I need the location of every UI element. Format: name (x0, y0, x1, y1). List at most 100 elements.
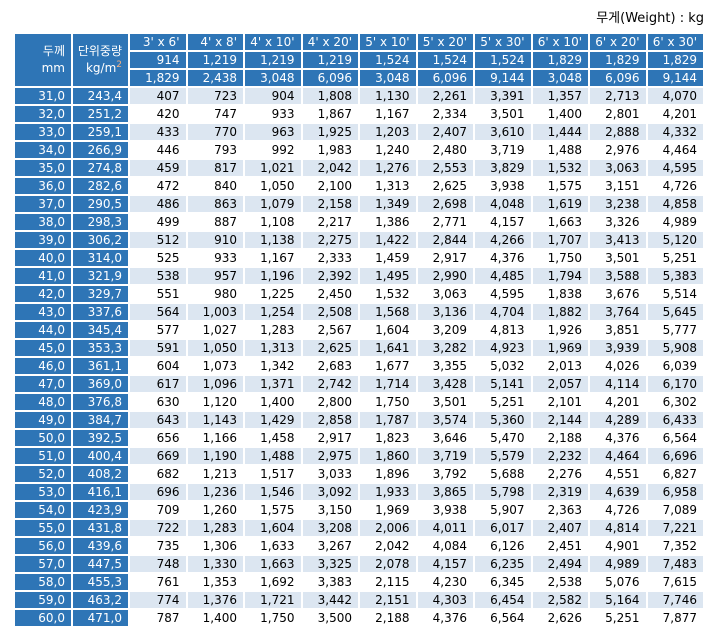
table-row: 35,0 274,8 459 817 1,021 2,042 1,276 2,553 3,829… (13, 158, 705, 178)
weight-value-cell: 1,488 (243, 446, 303, 466)
weight-value-cell: 617 (128, 374, 188, 394)
weight-value-cell: 2,407 (530, 518, 590, 538)
table-row: 33,0 259,1 433 770 963 1,925 1,203 2,407 3,610 1,… (13, 122, 705, 142)
weight-value-cell: 7,352 (645, 536, 705, 556)
weight-value-cell: 1,575 (243, 500, 303, 520)
unit-weight-cell: 345,4 (71, 320, 130, 340)
weight-value-cell: 1,203 (358, 122, 418, 142)
weight-value-cell: 1,619 (530, 194, 590, 214)
table-row: 41,0 321,9 538 957 1,196 2,392 1,495 2,990 4,485… (13, 266, 705, 286)
thickness-label: 두께 (42, 44, 65, 58)
weight-value-cell: 3,719 (415, 446, 475, 466)
weight-value-cell: 512 (128, 230, 188, 250)
weight-value-cell: 4,595 (473, 284, 533, 304)
weight-value-cell: 3,676 (588, 284, 648, 304)
weight-value-cell: 2,975 (300, 446, 360, 466)
thickness-cell: 33,0 (13, 122, 73, 142)
weight-value-cell: 5,141 (473, 374, 533, 394)
weight-value-cell: 2,042 (358, 536, 418, 556)
weight-value-cell: 1,882 (530, 302, 590, 322)
size-column-header: 5' x 30' (473, 32, 533, 52)
size-column-header: 4' x 10' (243, 32, 303, 52)
unit-weight-cell: 369,0 (71, 374, 130, 394)
weight-value-cell: 793 (185, 140, 245, 160)
weight-value-cell: 2,363 (530, 500, 590, 520)
weight-value-cell: 525 (128, 248, 188, 268)
weight-value-cell: 2,713 (588, 86, 648, 106)
weight-value-cell: 472 (128, 176, 188, 196)
weight-value-cell: 1,371 (243, 374, 303, 394)
unit-weight-cell: 321,9 (71, 266, 130, 286)
weight-value-cell: 2,276 (530, 464, 590, 484)
weight-value-cell: 1,050 (243, 176, 303, 196)
weight-value-cell: 5,383 (645, 266, 705, 286)
weight-value-cell: 1,823 (358, 428, 418, 448)
weight-value-cell: 1,677 (358, 356, 418, 376)
weight-value-cell: 446 (128, 140, 188, 160)
weight-value-cell: 2,319 (530, 482, 590, 502)
weight-value-cell: 7,221 (645, 518, 705, 538)
weight-value-cell: 591 (128, 338, 188, 358)
weight-value-cell: 1,400 (243, 392, 303, 412)
weight-value-cell: 963 (243, 122, 303, 142)
sheet-length-mm-header: 6,096 (300, 68, 360, 88)
unit-weight-cell: 431,8 (71, 518, 130, 538)
table-row: 37,0 290,5 486 863 1,079 2,158 1,349 2,698 4,048… (13, 194, 705, 214)
size-column-header: 6' x 30' (645, 32, 705, 52)
weight-value-cell: 3,150 (300, 500, 360, 520)
weight-value-cell: 840 (185, 176, 245, 196)
weight-value-cell: 4,464 (588, 446, 648, 466)
table-row: 56,0 439,6 735 1,306 1,633 3,267 2,042 4,084 6,1… (13, 536, 705, 556)
weight-value-cell: 3,326 (588, 212, 648, 232)
weight-value-cell: 4,303 (415, 590, 475, 610)
sheet-length-mm-header: 3,048 (530, 68, 590, 88)
unit-weight-cell: 314,0 (71, 248, 130, 268)
weight-value-cell: 1,400 (530, 104, 590, 124)
sheet-width-mm-header: 1,524 (415, 50, 475, 70)
weight-value-cell: 6,564 (645, 428, 705, 448)
weight-value-cell: 1,532 (358, 284, 418, 304)
weight-value-cell: 6,433 (645, 410, 705, 430)
thickness-cell: 46,0 (13, 356, 73, 376)
weight-value-cell: 682 (128, 464, 188, 484)
weight-value-cell: 551 (128, 284, 188, 304)
weight-value-cell: 6,126 (473, 536, 533, 556)
sheet-length-mm-header: 2,438 (185, 68, 245, 88)
weight-value-cell: 2,625 (300, 338, 360, 358)
weight-value-cell: 1,342 (243, 356, 303, 376)
weight-value-cell: 4,376 (473, 248, 533, 268)
sheet-width-mm-header: 1,524 (358, 50, 418, 70)
thickness-cell: 56,0 (13, 536, 73, 556)
weight-value-cell: 4,639 (588, 482, 648, 502)
weight-value-cell: 3,208 (300, 518, 360, 538)
table-row: 59,0 463,2 774 1,376 1,721 3,442 2,151 4,303 6,4… (13, 590, 705, 610)
weight-value-cell: 2,683 (300, 356, 360, 376)
thickness-cell: 59,0 (13, 590, 73, 610)
weight-value-cell: 910 (185, 230, 245, 250)
weight-value-cell: 6,345 (473, 572, 533, 592)
weight-value-cell: 1,196 (243, 266, 303, 286)
weight-value-cell: 2,407 (415, 122, 475, 142)
weight-value-cell: 1,190 (185, 446, 245, 466)
table-row: 34,0 266,9 446 793 992 1,983 1,240 2,480 3,719 1,… (13, 140, 705, 160)
weight-value-cell: 7,746 (645, 590, 705, 610)
weight-value-cell: 2,917 (300, 428, 360, 448)
table-row: 50,0 392,5 656 1,166 1,458 2,917 1,823 3,646 5,4… (13, 428, 705, 448)
thickness-cell: 53,0 (13, 482, 73, 502)
weight-value-cell: 5,688 (473, 464, 533, 484)
table-row: 57,0 447,5 748 1,330 1,663 3,325 2,078 4,157 6,2… (13, 554, 705, 574)
weight-value-cell: 4,201 (588, 392, 648, 412)
weight-value-cell: 7,615 (645, 572, 705, 592)
weight-value-cell: 3,829 (473, 158, 533, 178)
weight-value-cell: 1,750 (530, 248, 590, 268)
unit-weight-label: 단위중량 (77, 44, 122, 58)
thickness-cell: 48,0 (13, 392, 73, 412)
weight-value-cell: 1,353 (185, 572, 245, 592)
weight-value-cell: 1,707 (530, 230, 590, 250)
weight-value-cell: 2,333 (300, 248, 360, 268)
weight-value-cell: 5,798 (473, 482, 533, 502)
unit-weight-cell: 353,3 (71, 338, 130, 358)
weight-value-cell: 3,938 (473, 176, 533, 196)
weight-value-cell: 2,334 (415, 104, 475, 124)
weight-value-cell: 3,792 (415, 464, 475, 484)
